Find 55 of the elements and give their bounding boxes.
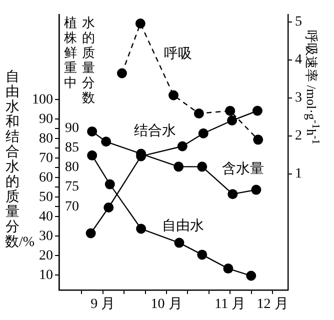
- text: 植株鲜重中水的质量分数: [64, 15, 95, 105]
- y-tick-label: 80: [39, 131, 53, 146]
- y3-tick-label: 80: [65, 160, 79, 176]
- y-tick-label: 50: [39, 190, 53, 205]
- point: [104, 179, 115, 190]
- point: [101, 136, 112, 147]
- point: [252, 106, 262, 116]
- x-tick-label: 10 月: [150, 297, 182, 312]
- point: [197, 250, 208, 260]
- x-tick-label: 9 月: [90, 297, 116, 312]
- y2-tick-label: 4: [295, 52, 302, 68]
- y-tick-label: 20: [39, 248, 53, 264]
- point: [87, 150, 98, 160]
- point: [197, 162, 208, 172]
- series-label: 结合水: [134, 124, 176, 139]
- text: 自由水和结合水的质量分数/%: [5, 70, 35, 250]
- y3-tick-label: 75: [65, 180, 79, 195]
- y-tick-label: 30: [39, 228, 53, 244]
- x-tick-label: 11 月: [214, 297, 246, 312]
- point: [227, 116, 238, 126]
- series-label: 含水量: [222, 162, 264, 177]
- point: [135, 18, 146, 29]
- point: [174, 238, 184, 248]
- y-tick-label: 60: [39, 170, 53, 186]
- point: [225, 106, 236, 116]
- point: [86, 228, 96, 238]
- y-tick-label: 90: [39, 112, 53, 127]
- y2-tick-label: 3: [295, 90, 302, 106]
- point: [194, 108, 204, 118]
- point: [253, 134, 264, 145]
- point: [223, 264, 234, 274]
- point: [116, 68, 127, 78]
- series-label: 自由水: [162, 219, 204, 234]
- y3-tick-label: 70: [65, 199, 79, 214]
- series-label: 呼吸: [164, 47, 192, 62]
- point: [251, 184, 262, 195]
- point: [104, 202, 114, 212]
- point: [228, 189, 238, 200]
- y-tick-label: 10: [39, 268, 53, 283]
- y2-tick-label: 2: [295, 128, 302, 144]
- point: [168, 90, 178, 100]
- x-tick-label: 12 月: [256, 297, 288, 312]
- y-tick-label: 40: [39, 209, 53, 224]
- point: [177, 141, 188, 152]
- point: [246, 270, 256, 281]
- y-tick-label: 70: [39, 150, 53, 166]
- y2-tick-label: 1: [295, 166, 302, 182]
- y2-tick-label: 5: [295, 14, 302, 30]
- y3-tick-label: 85: [65, 140, 79, 156]
- y3-tick-label: 90: [65, 120, 79, 136]
- point: [198, 128, 208, 138]
- point: [87, 126, 98, 136]
- y-tick-label: 100: [32, 92, 53, 108]
- point: [136, 224, 146, 234]
- point: [174, 162, 184, 172]
